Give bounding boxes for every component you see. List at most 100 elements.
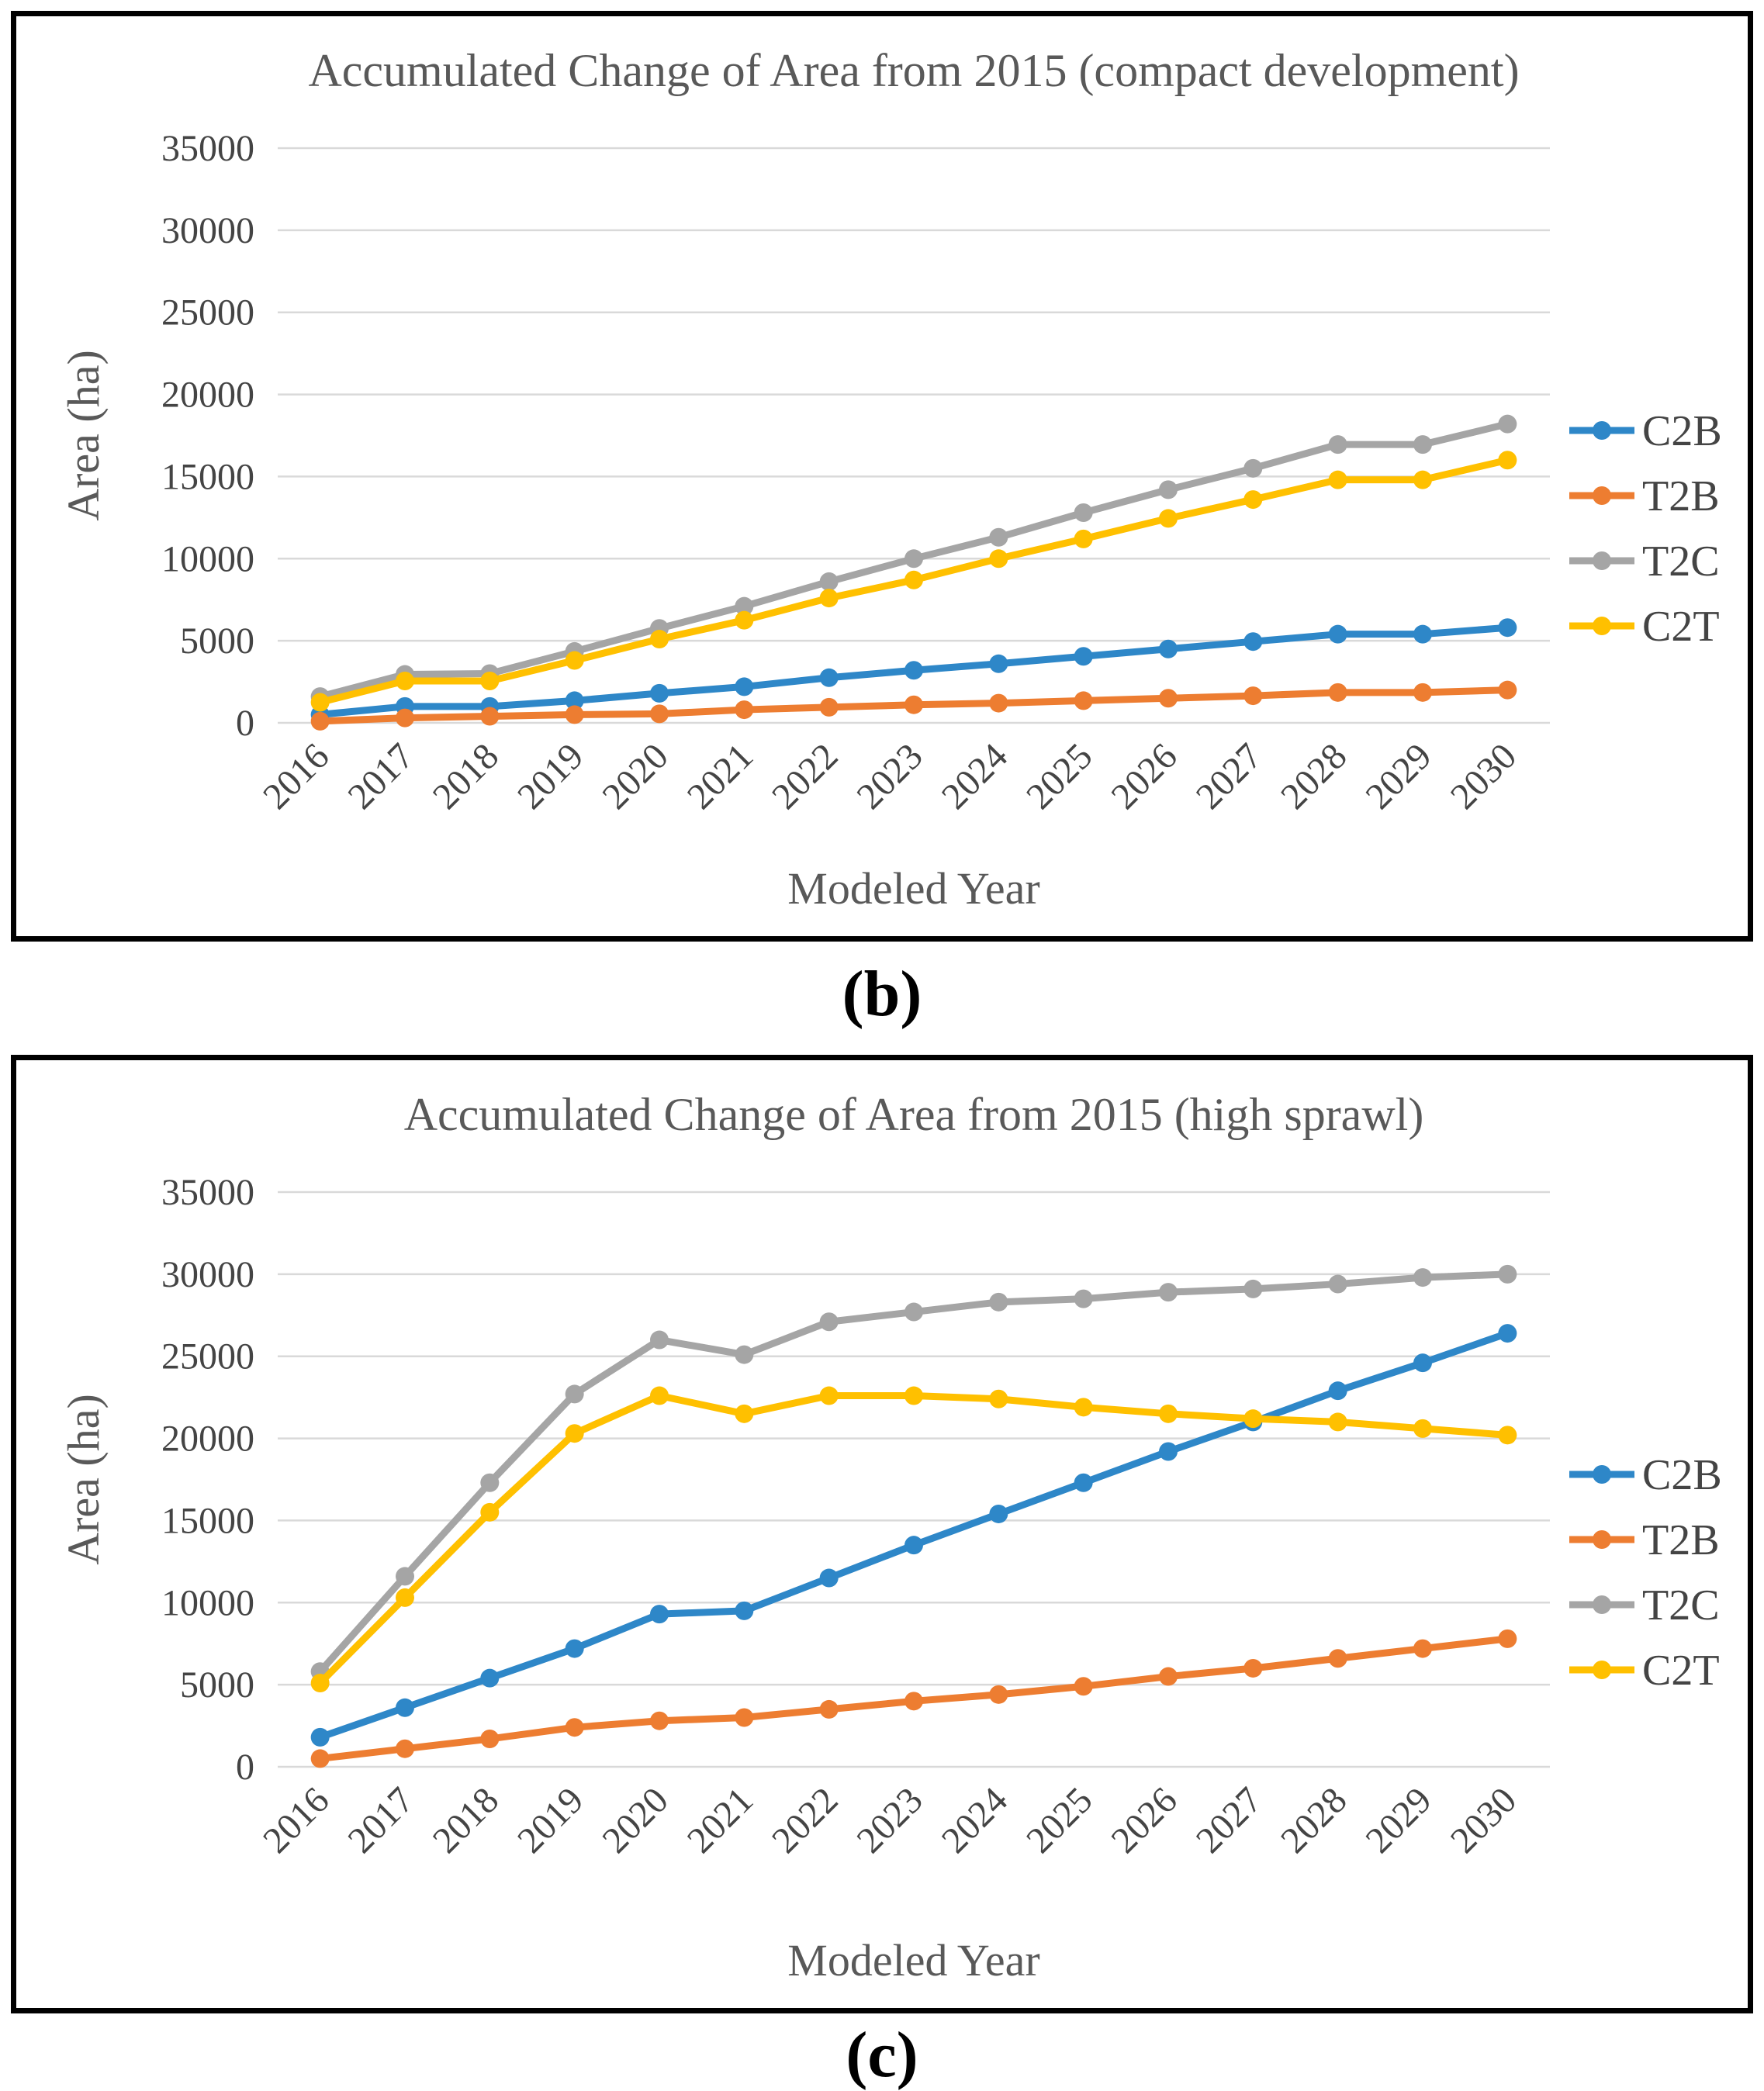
y-tick-label: 10000 [161,1582,254,1623]
figure-label-b: (b) [842,958,922,1030]
series-point-C2T [735,610,754,630]
series-point-C2B [1498,618,1517,638]
y-tick-label: 0 [236,1747,254,1788]
x-tick-label: 2020 [594,1779,676,1861]
series-point-C2B [1498,1324,1517,1343]
legend-label: C2T [1642,603,1720,651]
x-tick-label: 2027 [1188,735,1270,817]
y-tick-label: 5000 [180,1664,254,1706]
legend-label: C2B [1642,1451,1722,1499]
x-tick-label: 2018 [425,735,507,817]
x-tick-label: 2027 [1188,1779,1270,1861]
series-point-T2B [1498,1629,1517,1648]
series-point-C2T [650,1386,669,1405]
series-point-T2B [480,707,500,726]
series-point-C2T [1498,1426,1517,1445]
series-point-C2T [396,1588,414,1607]
series-point-T2C [1498,1264,1517,1284]
legend-label: T2C [1642,1581,1720,1630]
x-tick-label: 2030 [1443,1779,1524,1861]
series-point-T2C [396,1567,414,1586]
series-point-C2B [1074,647,1093,666]
series-point-C2T [1413,1419,1432,1438]
x-tick-label: 2026 [1103,735,1185,817]
series-point-T2C [1413,1268,1432,1287]
series-point-C2T [1413,470,1432,489]
series-point-T2C [1074,1289,1093,1308]
series-point-T2B [904,1692,923,1711]
series-point-C2T [1243,1409,1263,1429]
legend-label: C2B [1642,407,1722,455]
x-tick-label: 2024 [934,735,1015,817]
series-line-T2C [316,1270,1511,1675]
series-point-C2T [650,630,669,649]
series-point-C2T [1328,470,1347,489]
series-point-C2T [1159,509,1178,528]
x-tick-label: 2028 [1273,735,1354,817]
series-point-C2T [1243,490,1263,510]
series-point-C2T [310,693,330,712]
series-point-T2B [989,693,1008,713]
series-point-C2B [819,1568,839,1588]
series-point-T2B [650,1711,669,1730]
series-point-T2B [565,1718,584,1737]
series-point-T2B [396,1739,414,1758]
series-point-C2B [650,1605,669,1624]
series-point-C2T [1498,451,1517,470]
series-point-T2B [989,1685,1008,1704]
y-tick-label: 30000 [161,1254,254,1295]
series-point-T2B [1328,1649,1347,1668]
series-point-C2B [989,654,1008,673]
x-tick-label: 2025 [1019,735,1100,817]
x-tick-label: 2017 [340,735,421,817]
x-tick-label: 2016 [255,1779,337,1861]
legend-marker-icon [1593,486,1611,505]
x-tick-label: 2019 [510,735,591,817]
series-point-C2B [1413,624,1432,644]
series-point-T2C [1159,480,1178,499]
y-tick-label: 5000 [180,620,254,662]
x-tick-label: 2023 [849,1779,930,1861]
series-point-T2B [1498,680,1517,700]
series-point-C2B [735,1601,754,1620]
series-point-T2C [989,527,1008,547]
y-axis-title: Area (ha) [58,1394,109,1565]
x-tick-label: 2021 [680,1779,761,1861]
y-tick-label: 20000 [161,375,254,416]
series-point-C2T [989,549,1008,569]
series-point-C2B [1328,624,1347,644]
y-tick-label: 35000 [161,128,254,169]
series-point-C2T [1074,1398,1093,1417]
series-point-T2B [1074,691,1093,710]
series-point-T2C [735,1345,754,1364]
legend-marker-icon [1593,1465,1611,1484]
series-point-T2B [310,1749,330,1768]
chart-panel-b: 0 5000 10000 15000 20000 25000 30000 35000 Accum… [11,11,1753,942]
legend-marker-icon [1593,1661,1611,1679]
series-point-C2T [565,651,584,670]
legend-marker-icon [1593,1530,1611,1549]
series-point-T2B [396,708,414,728]
chart-panel-c: 0 5000 10000 15000 20000 25000 30000 35000 Accum… [11,1055,1753,2013]
series-point-T2B [1243,686,1263,706]
y-tick-label: 35000 [161,1172,254,1213]
legend-label: T2B [1642,1516,1720,1564]
x-tick-label: 2018 [425,1779,507,1861]
y-tick-label: 15000 [161,1500,254,1541]
legend-label: T2B [1642,472,1720,520]
x-tick-label: 2016 [255,735,337,817]
series-point-T2C [1159,1283,1178,1302]
series-point-T2C [480,1473,500,1492]
legend-label: T2C [1642,537,1720,586]
series-point-T2B [904,695,923,714]
x-tick-label: 2022 [764,735,846,817]
series-point-C2B [735,677,754,696]
series-point-C2T [904,570,923,589]
series-point-C2T [565,1424,584,1443]
series-point-C2T [1328,1412,1347,1432]
series-point-T2C [819,1312,839,1332]
series-point-T2C [1243,1279,1263,1298]
series-point-C2B [650,683,669,703]
series-point-C2B [1159,639,1178,658]
series-point-T2C [650,1330,669,1350]
